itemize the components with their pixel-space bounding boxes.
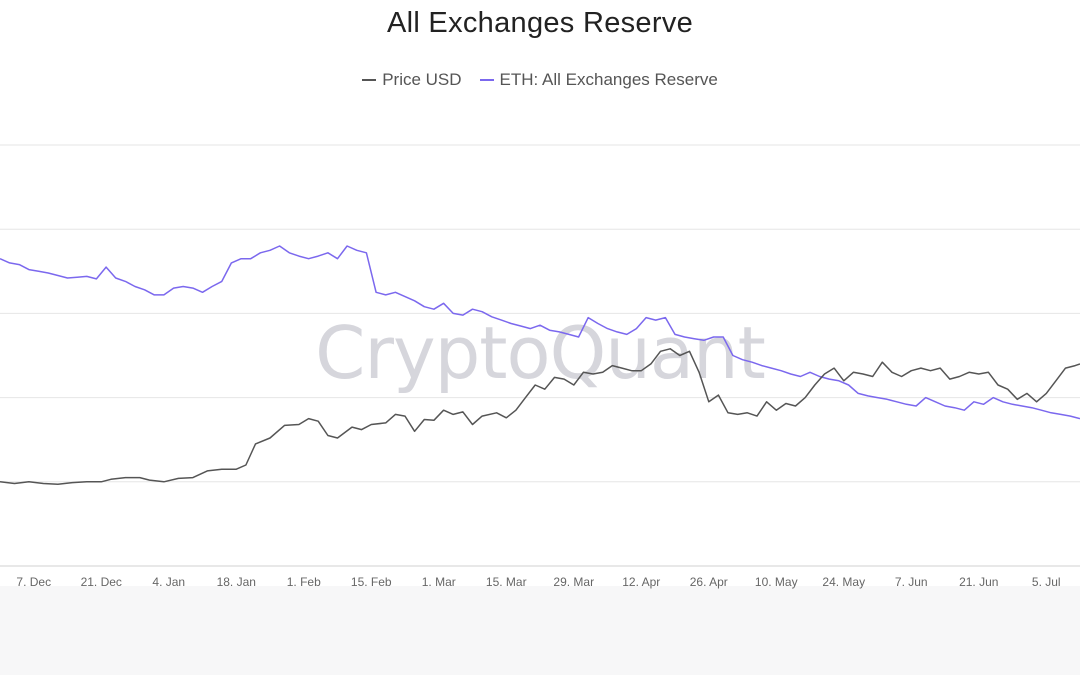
chart-title: All Exchanges Reserve (386, 7, 694, 39)
x-tick-label: 4. Jan (152, 575, 185, 589)
legend-item-reserve[interactable]: ETH: All Exchanges Reserve (479, 70, 718, 90)
legend-item-price[interactable]: Price USD (362, 70, 462, 90)
legend: Price USD ETH: All Exchanges Reserve (0, 70, 1080, 90)
x-tick-label: 1. Mar (422, 575, 456, 589)
x-tick-label: 10. May (755, 575, 798, 589)
x-tick-label: 15. Feb (351, 575, 392, 589)
x-tick-label: 5. Jul (1032, 575, 1061, 589)
x-tick-label: 29. Mar (553, 575, 594, 589)
x-tick-label: 24. May (822, 575, 865, 589)
legend-label-reserve: ETH: All Exchanges Reserve (499, 70, 718, 89)
x-axis: 7. Dec 21. Dec 4. Jan 18. Jan 1. Feb 15. Feb 1… (16, 575, 1060, 589)
x-tick-label: 21. Jun (959, 575, 998, 589)
series-line-reserve[interactable] (0, 245, 1080, 420)
series-line-price[interactable] (0, 348, 1080, 486)
watermark: CryptoQuant (315, 311, 765, 395)
x-tick-label: 26. Apr (690, 575, 728, 589)
x-tick-label: 18. Jan (217, 575, 256, 589)
legend-swatch-price (362, 79, 377, 81)
footer-band (0, 586, 1080, 675)
x-tick-label: 1. Feb (287, 575, 321, 589)
series-layer (0, 245, 1080, 486)
grid-lines (0, 144, 1080, 567)
x-tick-label: 12. Apr (622, 575, 660, 589)
x-tick-label: 21. Dec (81, 575, 122, 589)
x-tick-label: 15. Mar (486, 575, 527, 589)
legend-swatch-reserve (479, 79, 494, 81)
x-tick-label: 7. Dec (16, 575, 51, 589)
x-tick-label: 7. Jun (895, 575, 928, 589)
legend-label-price: Price USD (382, 70, 462, 89)
